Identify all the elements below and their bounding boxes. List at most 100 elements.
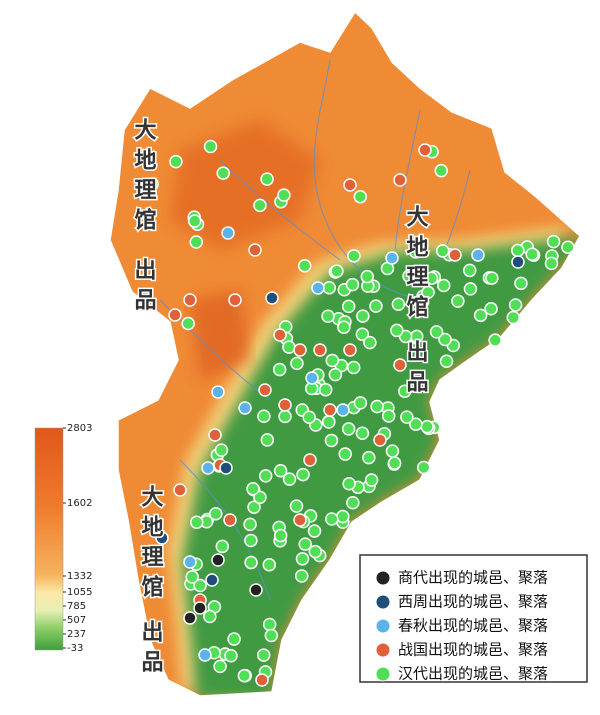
scale-label: 1055	[67, 587, 92, 598]
site-marker	[219, 461, 233, 475]
site-marker	[308, 544, 323, 559]
site-marker	[321, 309, 335, 324]
site-marker	[248, 243, 262, 257]
site-marker	[293, 513, 307, 527]
legend-label: 商代出现的城邑、聚落	[398, 569, 548, 587]
site-marker	[273, 328, 287, 342]
site-marker	[356, 309, 370, 323]
scale-label: 785	[67, 601, 86, 612]
site-marker	[215, 539, 230, 554]
legend-box	[359, 554, 588, 683]
legend-swatch	[375, 642, 391, 658]
scale-label: 1602	[67, 498, 92, 509]
site-marker	[346, 495, 360, 510]
site-marker	[369, 299, 383, 313]
legend-label: 春秋出现的城邑、聚落	[398, 617, 548, 635]
site-marker	[262, 617, 277, 632]
site-marker	[390, 323, 404, 338]
credit: 头条 @大地理馆	[490, 687, 592, 704]
legend-label: 西周出现的城邑、聚落	[398, 593, 548, 611]
site-marker	[297, 259, 312, 273]
site-marker	[185, 570, 199, 584]
site-marker	[265, 291, 279, 305]
watermark: 出品	[138, 620, 163, 680]
site-marker	[208, 428, 222, 442]
site-marker	[473, 308, 488, 323]
site-marker	[244, 555, 258, 570]
site-marker	[290, 356, 304, 371]
site-marker	[448, 248, 462, 262]
site-marker	[336, 403, 350, 417]
site-marker	[213, 659, 227, 674]
site-marker	[436, 278, 451, 293]
site-marker	[258, 469, 273, 483]
watermark: 大地理馆	[138, 485, 164, 605]
site-marker	[260, 433, 275, 447]
site-marker	[169, 154, 183, 169]
site-marker	[278, 398, 292, 412]
site-marker	[237, 668, 252, 683]
river	[219, 159, 341, 261]
site-marker	[305, 371, 319, 385]
legend-label: 汉代出现的城邑、聚落	[398, 665, 548, 683]
site-marker	[209, 506, 223, 521]
site-marker	[311, 281, 325, 295]
site-marker	[429, 325, 444, 339]
site-marker	[439, 354, 454, 369]
site-marker	[471, 248, 485, 262]
site-marker	[362, 450, 376, 465]
site-marker	[385, 251, 399, 265]
site-marker	[416, 460, 431, 475]
site-marker	[381, 409, 396, 423]
site-marker	[337, 320, 351, 335]
site-marker	[338, 447, 352, 461]
site-marker	[260, 172, 274, 186]
site-marker	[264, 628, 279, 643]
site-marker	[201, 461, 215, 475]
site-marker	[256, 648, 271, 662]
site-marker	[294, 569, 309, 583]
site-marker	[360, 269, 375, 284]
river	[313, 59, 421, 301]
site-marker	[343, 178, 357, 192]
site-marker	[373, 433, 387, 447]
site-marker	[343, 343, 357, 357]
site-marker	[211, 385, 225, 399]
site-marker	[249, 583, 263, 597]
site-marker	[282, 472, 297, 486]
scale-label: -33	[67, 643, 83, 654]
site-marker	[227, 632, 241, 646]
site-marker	[193, 578, 207, 593]
site-marker	[336, 509, 350, 524]
site-marker	[355, 426, 370, 440]
legend-swatch	[375, 666, 391, 682]
watermark: 大地理馆	[131, 118, 157, 238]
site-marker	[282, 340, 296, 354]
site-marker	[278, 409, 292, 424]
site-marker	[561, 240, 575, 254]
site-marker	[203, 609, 217, 624]
site-marker	[216, 166, 230, 180]
site-marker	[307, 524, 322, 538]
site-marker	[325, 512, 339, 526]
site-marker	[322, 415, 336, 429]
site-marker	[544, 256, 559, 271]
mountain-shade	[190, 290, 250, 380]
plain	[182, 236, 580, 696]
site-marker	[323, 403, 337, 417]
border	[109, 10, 581, 697]
site-marker	[155, 531, 169, 545]
site-marker	[397, 384, 412, 399]
site-marker	[463, 282, 478, 296]
site-marker	[258, 383, 272, 397]
site-marker	[434, 163, 448, 178]
site-marker	[506, 310, 521, 325]
site-marker	[198, 648, 212, 662]
site-marker	[353, 396, 368, 410]
site-marker	[257, 409, 271, 423]
site-marker	[514, 276, 528, 291]
site-marker	[363, 335, 377, 350]
site-marker	[221, 226, 235, 240]
site-marker	[328, 367, 343, 382]
